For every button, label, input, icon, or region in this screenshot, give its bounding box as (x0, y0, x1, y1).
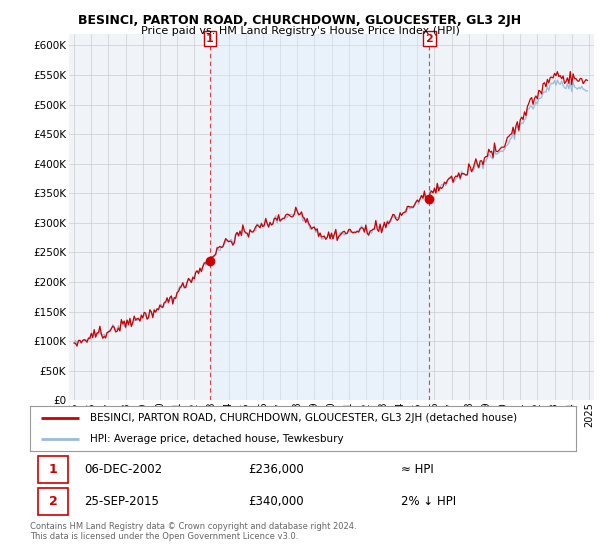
Text: 06-DEC-2002: 06-DEC-2002 (85, 463, 163, 476)
Text: Contains HM Land Registry data © Crown copyright and database right 2024.
This d: Contains HM Land Registry data © Crown c… (30, 522, 356, 542)
Text: £340,000: £340,000 (248, 496, 304, 508)
Text: BESINCI, PARTON ROAD, CHURCHDOWN, GLOUCESTER, GL3 2JH (detached house): BESINCI, PARTON ROAD, CHURCHDOWN, GLOUCE… (90, 413, 517, 423)
FancyBboxPatch shape (38, 456, 68, 483)
FancyBboxPatch shape (38, 488, 68, 515)
Text: HPI: Average price, detached house, Tewkesbury: HPI: Average price, detached house, Tewk… (90, 433, 344, 444)
Text: 25-SEP-2015: 25-SEP-2015 (85, 496, 160, 508)
Text: 2% ↓ HPI: 2% ↓ HPI (401, 496, 457, 508)
Text: 1: 1 (49, 463, 58, 476)
Text: £236,000: £236,000 (248, 463, 304, 476)
Text: BESINCI, PARTON ROAD, CHURCHDOWN, GLOUCESTER, GL3 2JH: BESINCI, PARTON ROAD, CHURCHDOWN, GLOUCE… (79, 14, 521, 27)
Text: Price paid vs. HM Land Registry's House Price Index (HPI): Price paid vs. HM Land Registry's House … (140, 26, 460, 36)
Text: 2: 2 (49, 496, 58, 508)
Text: 1: 1 (206, 34, 214, 44)
Text: ≈ HPI: ≈ HPI (401, 463, 434, 476)
Text: 2: 2 (425, 34, 433, 44)
Bar (210, 34, 430, 400)
